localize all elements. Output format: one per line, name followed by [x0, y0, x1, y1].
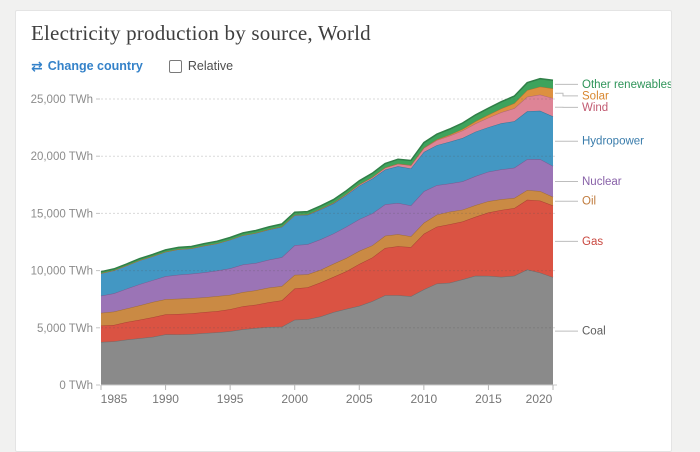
- y-axis-label: 10,000 TWh: [31, 266, 93, 278]
- legend-label-nuclear[interactable]: Nuclear: [582, 176, 622, 188]
- legend-label-coal[interactable]: Coal: [582, 326, 606, 338]
- chart-card: Electricity production by source, World …: [15, 10, 672, 452]
- x-axis-label: 1995: [217, 392, 244, 406]
- legend-label-wind[interactable]: Wind: [582, 102, 608, 114]
- y-axis-label: 25,000 TWh: [31, 94, 93, 106]
- y-axis-label: 0 TWh: [59, 380, 93, 392]
- y-axis-label: 5,000 TWh: [37, 323, 93, 335]
- legend-label-other-renewables[interactable]: Other renewables: [582, 79, 671, 91]
- legend-label-oil[interactable]: Oil: [582, 196, 596, 208]
- legend-label-gas[interactable]: Gas: [582, 236, 603, 248]
- x-axis-label: 1985: [101, 392, 128, 406]
- y-axis-label: 20,000 TWh: [31, 151, 93, 163]
- x-axis-label: 2005: [346, 392, 373, 406]
- x-axis-label: 2010: [411, 392, 438, 406]
- legend-label-solar[interactable]: Solar: [582, 90, 609, 102]
- x-axis-label: 2000: [281, 392, 308, 406]
- x-axis-label: 1990: [152, 392, 179, 406]
- stacked-area-chart[interactable]: 0 TWh 5,000 TWh 10,000 TWh 15,000 TWh 20,000…: [16, 11, 671, 431]
- x-axis-label: 2015: [475, 392, 502, 406]
- x-axis-label: 2020: [526, 392, 553, 406]
- legend-label-hydropower[interactable]: Hydropower: [582, 136, 644, 148]
- legend-connector: [555, 93, 578, 96]
- y-axis-label: 15,000 TWh: [31, 208, 93, 220]
